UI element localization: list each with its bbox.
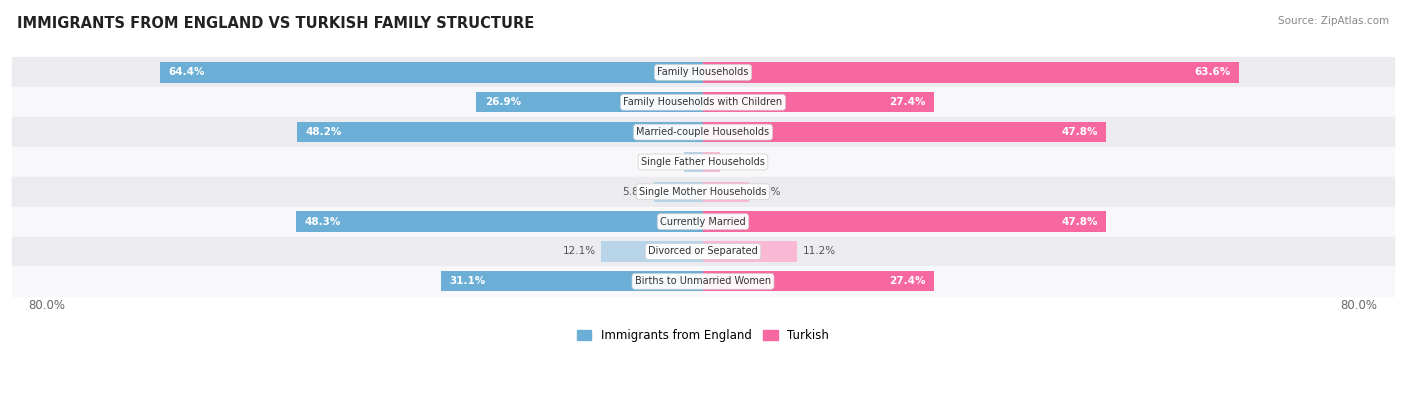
Text: 80.0%: 80.0%: [1340, 299, 1378, 312]
Bar: [11, 177, 1395, 207]
Text: 80.0%: 80.0%: [28, 299, 66, 312]
Text: 64.4%: 64.4%: [169, 68, 205, 77]
Bar: [11, 87, 1395, 117]
Bar: [297, 122, 703, 142]
Text: 2.0%: 2.0%: [725, 157, 751, 167]
Text: 11.2%: 11.2%: [803, 246, 835, 256]
Text: Births to Unmarried Women: Births to Unmarried Women: [636, 276, 770, 286]
Text: IMMIGRANTS FROM ENGLAND VS TURKISH FAMILY STRUCTURE: IMMIGRANTS FROM ENGLAND VS TURKISH FAMIL…: [17, 16, 534, 31]
Bar: [703, 271, 934, 292]
Bar: [11, 117, 1395, 147]
Bar: [11, 207, 1395, 237]
Bar: [703, 182, 749, 202]
Text: Single Mother Households: Single Mother Households: [640, 187, 766, 197]
Text: 63.6%: 63.6%: [1195, 68, 1230, 77]
Bar: [703, 62, 1239, 83]
Text: Divorced or Separated: Divorced or Separated: [648, 246, 758, 256]
Text: 48.2%: 48.2%: [305, 127, 342, 137]
Bar: [11, 147, 1395, 177]
Text: 5.5%: 5.5%: [755, 187, 780, 197]
Text: 47.8%: 47.8%: [1062, 216, 1098, 227]
Text: 27.4%: 27.4%: [889, 276, 925, 286]
Bar: [11, 58, 1395, 87]
Bar: [11, 266, 1395, 296]
Text: 48.3%: 48.3%: [304, 216, 340, 227]
Bar: [703, 152, 720, 172]
Text: Family Households with Children: Family Households with Children: [623, 97, 783, 107]
Text: 31.1%: 31.1%: [450, 276, 485, 286]
Bar: [703, 122, 1107, 142]
Text: Currently Married: Currently Married: [661, 216, 745, 227]
Legend: Immigrants from England, Turkish: Immigrants from England, Turkish: [572, 325, 834, 347]
Bar: [703, 92, 934, 113]
Text: 2.2%: 2.2%: [652, 157, 679, 167]
Bar: [600, 241, 703, 261]
Bar: [11, 237, 1395, 266]
Bar: [477, 92, 703, 113]
Bar: [295, 211, 703, 232]
Bar: [441, 271, 703, 292]
Bar: [654, 182, 703, 202]
Text: 5.8%: 5.8%: [623, 187, 650, 197]
Text: Married-couple Households: Married-couple Households: [637, 127, 769, 137]
Bar: [160, 62, 703, 83]
Text: 47.8%: 47.8%: [1062, 127, 1098, 137]
Text: Source: ZipAtlas.com: Source: ZipAtlas.com: [1278, 16, 1389, 26]
Text: 12.1%: 12.1%: [562, 246, 596, 256]
Text: Family Households: Family Households: [658, 68, 748, 77]
Text: 26.9%: 26.9%: [485, 97, 520, 107]
Text: 27.4%: 27.4%: [889, 97, 925, 107]
Bar: [703, 241, 797, 261]
Bar: [685, 152, 703, 172]
Text: Single Father Households: Single Father Households: [641, 157, 765, 167]
Bar: [703, 211, 1107, 232]
